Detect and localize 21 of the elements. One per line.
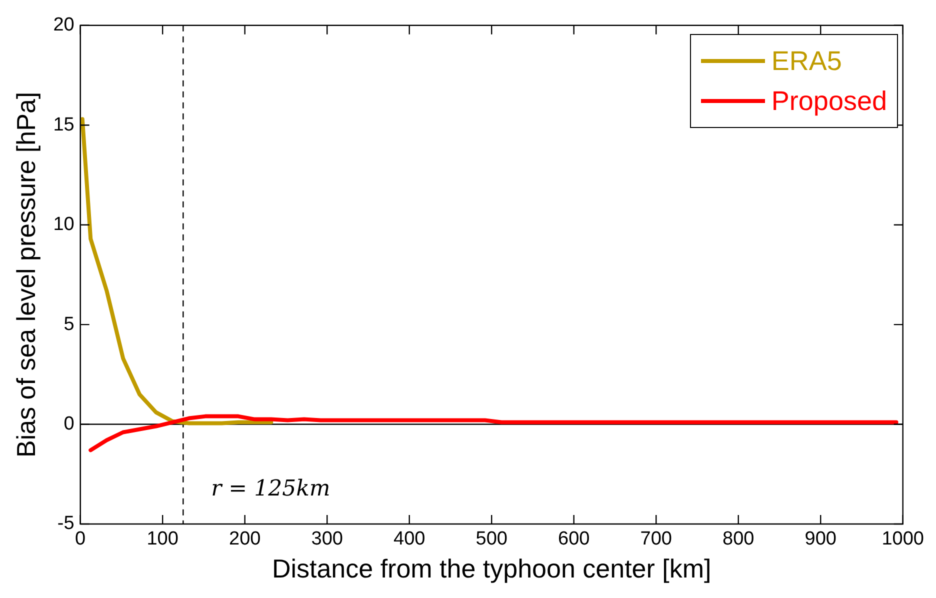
y-tick-label: 0: [64, 414, 74, 435]
y-tick-label: -5: [57, 513, 74, 534]
y-tick-label: 5: [64, 314, 74, 335]
legend-label: ERA5: [771, 46, 842, 76]
x-tick-label: 900: [804, 528, 836, 550]
x-tick-label: 100: [146, 528, 178, 550]
y-tick-label: 20: [53, 14, 74, 36]
y-tick-label: 10: [53, 214, 74, 236]
x-tick-label: 1000: [882, 528, 924, 550]
x-axis-title: Distance from the typhoon center [km]: [272, 554, 712, 584]
x-tick-label: 500: [476, 528, 508, 550]
x-tick-label: 300: [311, 528, 343, 550]
x-tick-label: 200: [228, 528, 261, 550]
y-tick-label: 15: [53, 114, 74, 136]
ref-line-label: r = 125km: [211, 476, 330, 502]
x-tick-label: 700: [640, 528, 672, 550]
legend-label: Proposed: [771, 86, 887, 116]
x-tick-label: 800: [722, 528, 754, 550]
x-tick-label: 400: [393, 528, 426, 550]
x-tick-label: 600: [558, 528, 590, 550]
y-axis-title: Bias of sea level pressure [hPa]: [10, 92, 41, 458]
